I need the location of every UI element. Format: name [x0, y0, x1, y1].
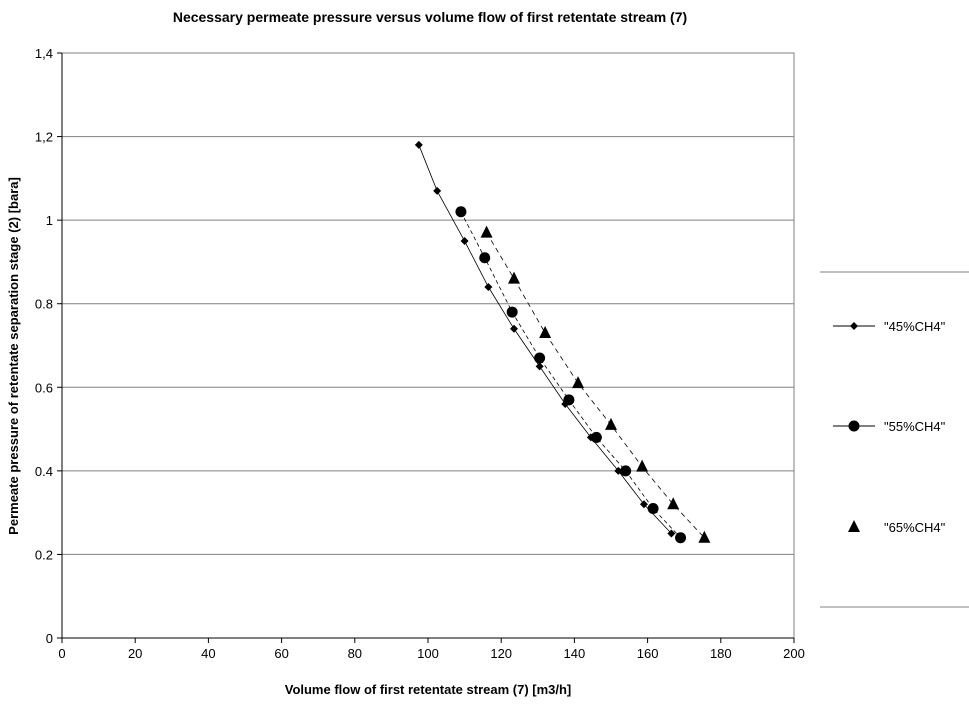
legend-diamond-marker [850, 322, 858, 330]
x-tick-label: 20 [128, 646, 142, 661]
circle-marker [479, 252, 490, 263]
legend-circle-marker [849, 421, 860, 432]
y-tick-label: 0.6 [35, 380, 53, 395]
x-tick-label: 200 [783, 646, 805, 661]
legend-label: "65%CH4" [884, 520, 946, 535]
triangle-marker [539, 326, 551, 338]
x-tick-label: 180 [710, 646, 732, 661]
legend-item: "55%CH4" [833, 419, 946, 434]
y-tick-label: 1 [46, 213, 53, 228]
y-tick-label: 0.4 [35, 464, 53, 479]
triangle-marker [667, 497, 679, 509]
diamond-marker [415, 141, 423, 149]
x-tick-label: 100 [417, 646, 439, 661]
series-diamond [415, 141, 676, 538]
legend-label: "55%CH4" [884, 419, 946, 434]
axes: 0 0.2 0.4 0.6 0.8 1 1,2 1,4 0 20 40 60 80 100 120 140 16… [35, 46, 805, 661]
x-axis-label: Volume flow of first retentate stream (7… [285, 682, 572, 697]
y-tick-label: 0 [46, 631, 53, 646]
triangle-marker [481, 226, 493, 238]
diamond-marker [510, 325, 518, 333]
triangle-marker [698, 531, 710, 543]
diamond-marker [433, 187, 441, 195]
circle-marker [455, 206, 466, 217]
diamond-marker [461, 237, 469, 245]
x-tick-label: 60 [274, 646, 288, 661]
legend-label: "45%CH4" [884, 319, 946, 334]
x-tick-label: 80 [348, 646, 362, 661]
legend-item: "45%CH4" [833, 319, 946, 334]
y-tick-label: 1,2 [35, 130, 53, 145]
circle-marker [648, 503, 659, 514]
triangle-marker [605, 418, 617, 430]
series-triangle [481, 226, 711, 543]
series-line [419, 145, 672, 534]
y-tick-label: 1,4 [35, 46, 53, 61]
legend-triangle-marker [848, 520, 860, 532]
diamond-marker [484, 283, 492, 291]
x-tick-label: 140 [564, 646, 586, 661]
circle-marker [534, 353, 545, 364]
series-circle [455, 206, 686, 543]
x-tick-label: 40 [201, 646, 215, 661]
legend-items: "45%CH4" "55%CH4" "65%CH4" [833, 319, 946, 535]
circle-marker [591, 432, 602, 443]
gridlines [62, 137, 794, 555]
triangle-marker [572, 376, 584, 388]
triangle-marker [508, 272, 520, 284]
circle-marker [563, 394, 574, 405]
y-tick-label: 0.2 [35, 547, 53, 562]
x-tick-label: 120 [490, 646, 512, 661]
circle-marker [675, 532, 686, 543]
y-tick-label: 0.8 [35, 297, 53, 312]
legend-item: "65%CH4" [848, 520, 946, 535]
x-tick-label: 0 [58, 646, 65, 661]
y-axis-label: Permeate pressure of retentate separatio… [6, 177, 21, 535]
circle-marker [620, 465, 631, 476]
legend: "45%CH4" "55%CH4" "65%CH4" [820, 272, 969, 607]
series-line [487, 233, 705, 538]
x-tick-label: 160 [637, 646, 659, 661]
chart-title: Necessary permeate pressure versus volum… [173, 9, 687, 25]
series-line [461, 212, 681, 538]
series-layer [415, 141, 710, 543]
plot-area [62, 53, 794, 638]
circle-marker [507, 307, 518, 318]
diamond-marker [536, 362, 544, 370]
